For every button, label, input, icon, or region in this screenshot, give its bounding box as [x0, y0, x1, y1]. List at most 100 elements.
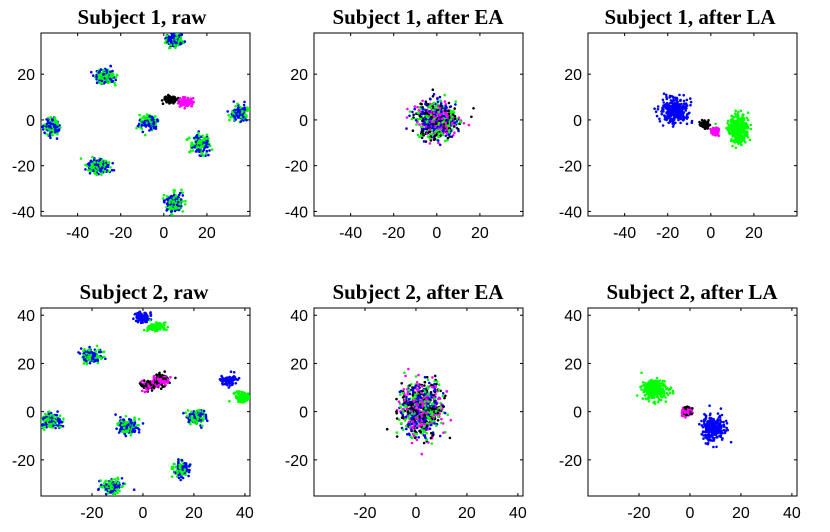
- data-point: [423, 127, 427, 131]
- data-point: [675, 102, 679, 106]
- data-point: [203, 138, 206, 142]
- data-point: [134, 319, 138, 323]
- scatter-points: [653, 92, 753, 149]
- data-point: [435, 122, 438, 125]
- data-point: [172, 462, 176, 466]
- data-point: [147, 325, 151, 328]
- data-point: [142, 328, 146, 332]
- data-point: [144, 316, 147, 320]
- data-point: [144, 384, 148, 388]
- data-point: [181, 200, 184, 203]
- x-tick-label: 20: [471, 225, 489, 242]
- point-cluster: [709, 126, 721, 138]
- data-point: [149, 383, 153, 387]
- data-point: [184, 199, 187, 203]
- data-point: [42, 423, 45, 427]
- data-point: [94, 169, 97, 172]
- data-point: [108, 70, 112, 74]
- data-point: [658, 117, 661, 121]
- data-point: [703, 123, 706, 127]
- data-point: [421, 99, 424, 103]
- data-point: [430, 103, 434, 106]
- x-tick-label: -20: [109, 225, 132, 242]
- data-point: [734, 136, 738, 139]
- data-point: [416, 105, 419, 109]
- data-point: [110, 80, 114, 83]
- scatter-points: [405, 88, 475, 147]
- data-point: [166, 381, 169, 384]
- data-point: [242, 398, 245, 402]
- data-point: [178, 466, 181, 469]
- data-point: [221, 382, 224, 385]
- data-point: [741, 114, 744, 118]
- data-point: [432, 115, 436, 118]
- data-point: [444, 105, 448, 108]
- data-point: [184, 473, 187, 477]
- data-point: [205, 141, 208, 144]
- point-cluster: [132, 310, 153, 325]
- data-point: [416, 120, 419, 124]
- data-point: [138, 310, 142, 314]
- data-point: [443, 139, 447, 143]
- data-point: [52, 125, 56, 128]
- data-point: [239, 120, 243, 123]
- y-tick-label: 0: [573, 113, 582, 130]
- data-point: [247, 107, 250, 111]
- data-point: [95, 166, 99, 169]
- data-point: [233, 391, 237, 395]
- data-point: [104, 167, 107, 170]
- data-point: [97, 73, 101, 77]
- data-point: [163, 327, 166, 330]
- data-point: [60, 421, 64, 424]
- data-point: [120, 485, 124, 489]
- data-point: [50, 413, 53, 417]
- x-tick-label: -20: [382, 225, 405, 242]
- data-point: [99, 357, 103, 361]
- data-point: [166, 202, 169, 205]
- data-point: [736, 114, 740, 117]
- data-point: [129, 433, 133, 437]
- data-point: [413, 107, 417, 111]
- x-tick-label: -20: [80, 505, 103, 522]
- data-point: [239, 399, 242, 403]
- data-point: [176, 43, 180, 47]
- data-point: [157, 383, 161, 387]
- data-point: [176, 102, 180, 105]
- data-point: [709, 127, 712, 131]
- data-point: [106, 73, 109, 77]
- data-point: [143, 121, 146, 124]
- data-point: [169, 98, 173, 102]
- data-point: [746, 118, 750, 122]
- data-point: [82, 349, 85, 353]
- data-point: [188, 413, 192, 416]
- data-point: [246, 392, 250, 395]
- data-point: [193, 146, 196, 149]
- data-point: [449, 109, 452, 112]
- data-point: [416, 111, 420, 115]
- data-point: [117, 421, 121, 425]
- data-point: [421, 132, 425, 135]
- data-point: [654, 110, 658, 113]
- data-point: [56, 424, 60, 427]
- data-point: [180, 458, 184, 462]
- data-point: [187, 474, 190, 478]
- data-point: [733, 112, 737, 115]
- data-point: [470, 115, 473, 119]
- data-point: [727, 126, 730, 129]
- scatter-points: [41, 310, 250, 496]
- data-point: [745, 116, 749, 120]
- data-point: [116, 491, 119, 495]
- data-point: [678, 93, 681, 97]
- data-point: [103, 170, 107, 173]
- data-point: [742, 118, 746, 122]
- y-tick-label: -20: [12, 159, 35, 176]
- data-point: [241, 401, 245, 404]
- data-point: [174, 206, 178, 209]
- data-point: [446, 136, 450, 140]
- x-tick-label: 0: [432, 225, 441, 242]
- data-point: [201, 144, 204, 148]
- data-point: [734, 146, 738, 149]
- data-point: [672, 105, 675, 108]
- data-point: [197, 141, 201, 145]
- data-point: [730, 114, 733, 118]
